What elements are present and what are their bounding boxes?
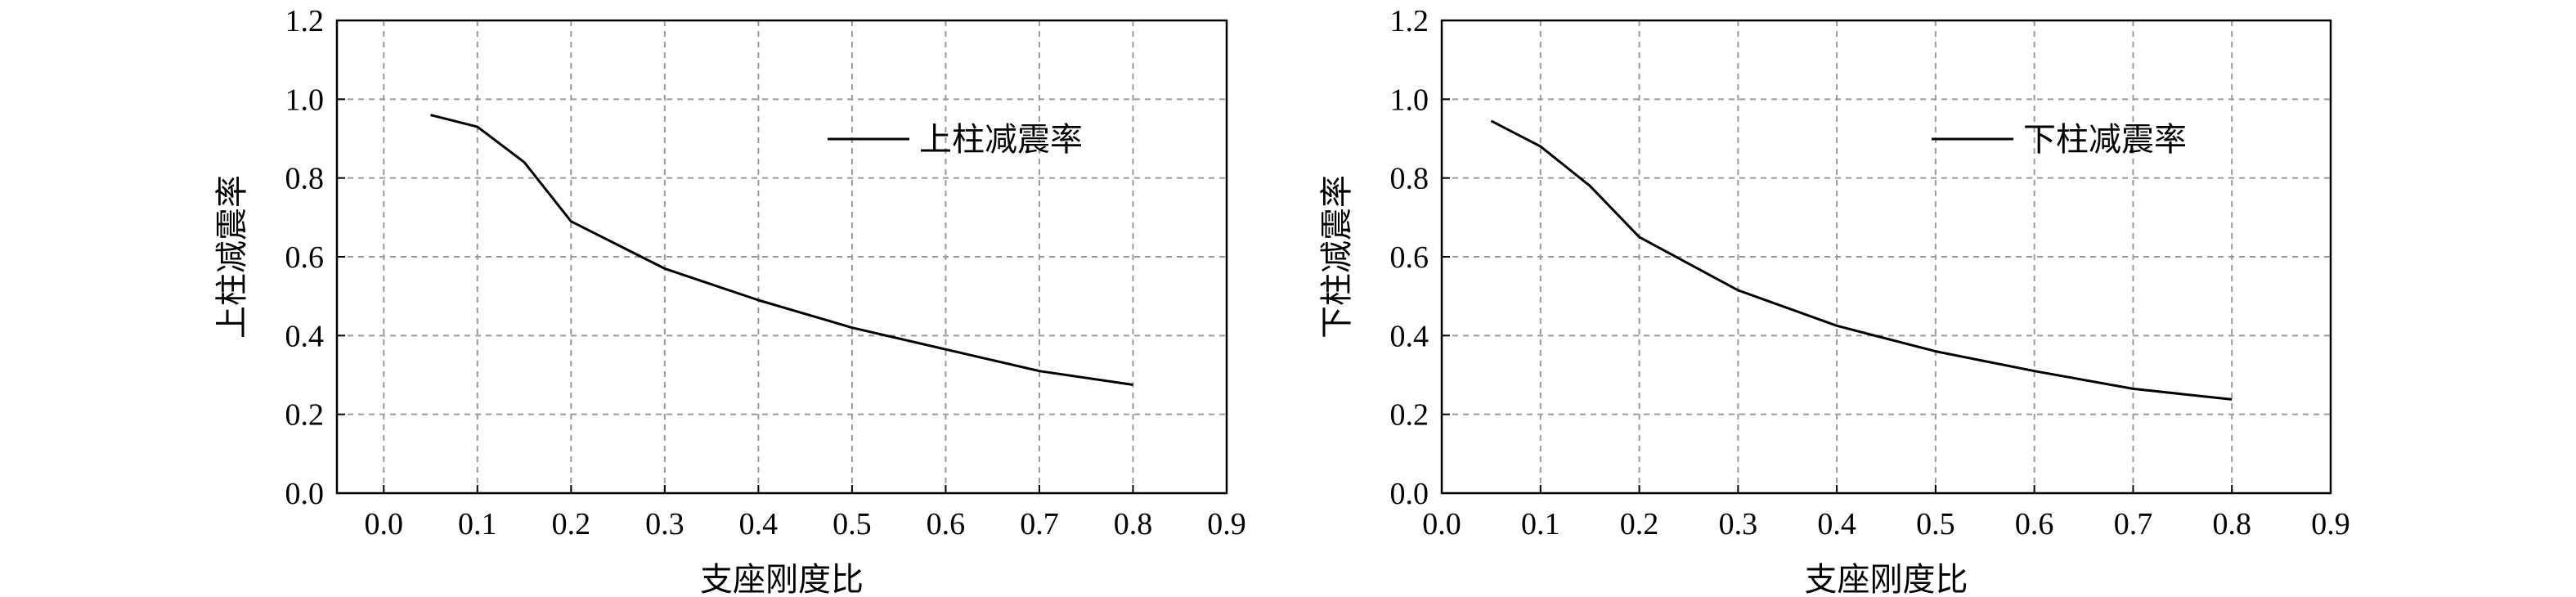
x-tick-label: 0.5 bbox=[1916, 507, 1955, 541]
y-tick-label: 0.2 bbox=[285, 398, 325, 433]
x-tick-label: 0.1 bbox=[1521, 507, 1560, 541]
y-tick-label: 0.2 bbox=[1390, 398, 1429, 433]
chart-lower-column: 0.0 0.1 0.2 0.3 0.4 0.5 0.6 0.7 0.8 0.9 0.0 0.2 0.4 0… bbox=[1318, 4, 2350, 597]
x-tick-label: 0.4 bbox=[1817, 507, 1856, 541]
y-tick-label: 0.6 bbox=[1390, 240, 1429, 275]
legend-label: 上柱减震率 bbox=[919, 121, 1083, 159]
x-tick-label: 0.6 bbox=[927, 507, 966, 541]
series-line bbox=[430, 114, 1133, 386]
y-axis-title: 下柱减震率 bbox=[1318, 175, 1356, 339]
x-tick-label: 0.2 bbox=[552, 507, 591, 541]
x-tick-label: 0.9 bbox=[1207, 507, 1246, 541]
x-tick-label: 0.0 bbox=[1422, 507, 1461, 541]
y-tick-label: 0.6 bbox=[285, 240, 325, 275]
y-tick-label: 1.2 bbox=[1390, 4, 1429, 38]
x-tick-label: 0.1 bbox=[458, 507, 497, 541]
legend-label: 下柱减震率 bbox=[2023, 121, 2187, 159]
x-tick-label: 0.3 bbox=[645, 507, 684, 541]
x-tick-label: 0.9 bbox=[2311, 507, 2350, 541]
x-tick-label: 0.8 bbox=[2212, 507, 2251, 541]
y-tick-label: 1.0 bbox=[285, 83, 325, 117]
x-tick-label: 0.7 bbox=[1020, 507, 1059, 541]
x-tick-label: 0.0 bbox=[365, 507, 404, 541]
x-tick-label: 0.2 bbox=[1620, 507, 1659, 541]
y-tick-label: 1.2 bbox=[285, 4, 325, 38]
x-tick-label: 0.4 bbox=[739, 507, 779, 541]
x-axis-title: 支座刚度比 bbox=[700, 561, 864, 597]
y-tick-label: 0.4 bbox=[1390, 319, 1429, 353]
y-tick-label: 0.4 bbox=[285, 319, 325, 353]
x-axis-title: 支座刚度比 bbox=[1805, 561, 1968, 597]
x-tick-label: 0.7 bbox=[2114, 507, 2153, 541]
y-tick-label: 0.0 bbox=[285, 477, 325, 511]
x-tick-label: 0.5 bbox=[832, 507, 872, 541]
x-tick-label: 0.3 bbox=[1719, 507, 1758, 541]
y-tick-label: 0.8 bbox=[1390, 162, 1429, 196]
y-tick-label: 0.8 bbox=[285, 162, 325, 196]
y-tick-label: 1.0 bbox=[1390, 83, 1429, 117]
series-line bbox=[1490, 119, 2233, 401]
x-tick-label: 0.8 bbox=[1114, 507, 1153, 541]
y-axis-title: 上柱减震率 bbox=[213, 175, 251, 339]
x-tick-label: 0.6 bbox=[2015, 507, 2054, 541]
chart-upper-column: 0.0 0.1 0.2 0.3 0.4 0.5 0.6 0.7 0.8 0.9 0.0 0.2 0.4 0… bbox=[213, 4, 1246, 597]
y-tick-label: 0.0 bbox=[1390, 477, 1429, 511]
